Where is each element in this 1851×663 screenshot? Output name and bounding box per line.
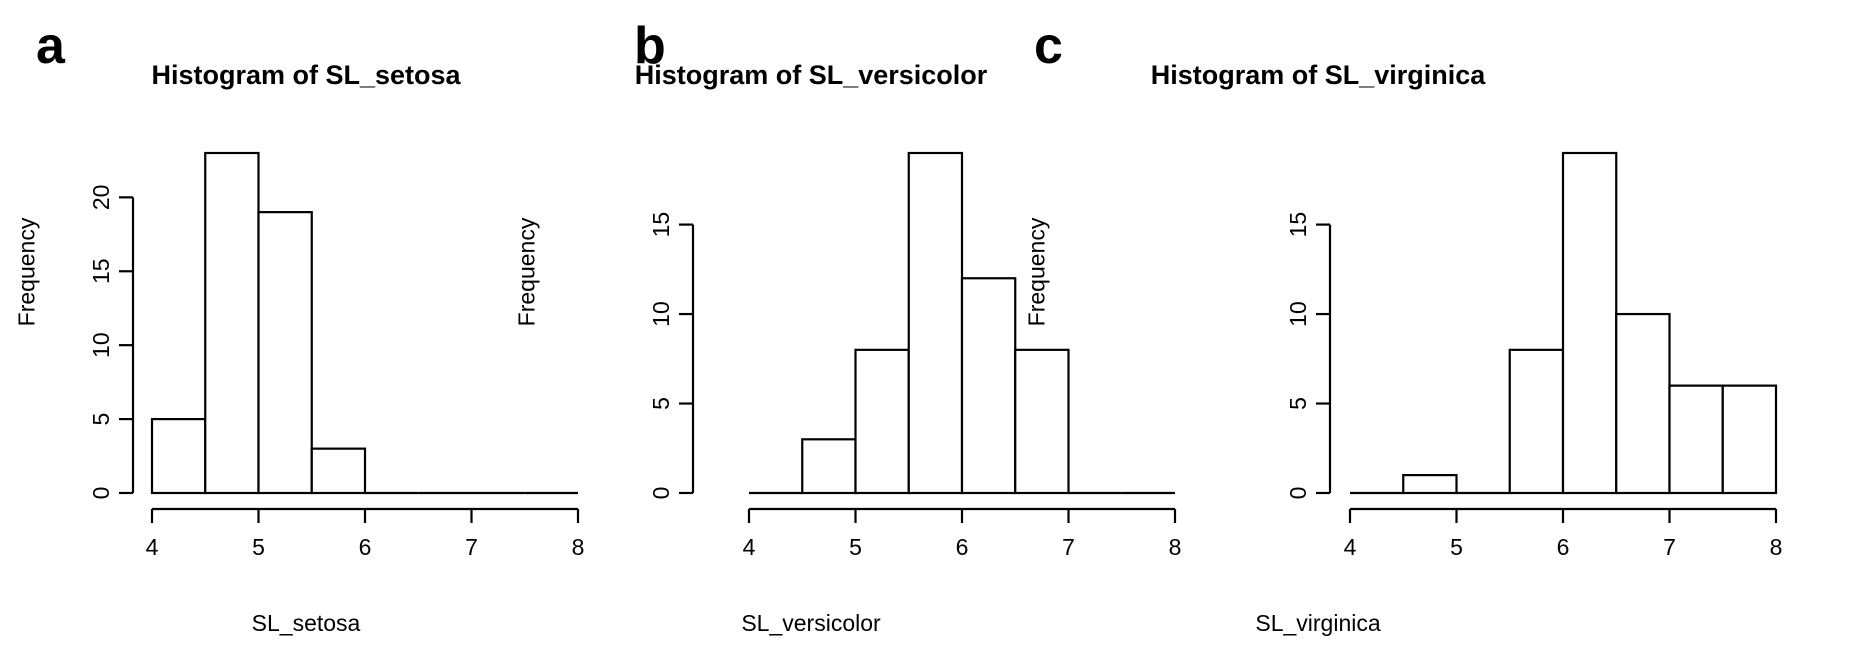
- y-axis-label-b: Frequency: [513, 217, 540, 327]
- bar-b-5: [1014, 348, 1070, 495]
- x-tick-label-a-7: 7: [465, 534, 478, 560]
- chart-title-b: Histogram of SL_versicolor: [634, 60, 988, 90]
- bar-c-6: [1668, 384, 1724, 495]
- histogram-plot-c: 4 5 6 7 8 0 5 10 15: [1285, 151, 1783, 560]
- x-tick-label-c-7: 7: [1663, 534, 1676, 560]
- bar-c-4: [1561, 151, 1618, 495]
- y-tick-label-a-0: 0: [88, 487, 114, 500]
- bar-c-1: [1402, 474, 1458, 495]
- y-tick-label-b-0: 0: [648, 487, 674, 500]
- y-tick-label-c-5: 5: [1285, 397, 1311, 410]
- chart-title-a: Histogram of SL_setosa: [151, 60, 461, 90]
- bar-c-7: [1721, 384, 1778, 495]
- bar-b-1: [801, 438, 857, 495]
- x-tick-label-b-6: 6: [956, 534, 969, 560]
- bar-b-2: [854, 348, 910, 495]
- y-tick-label-b-5: 5: [648, 397, 674, 410]
- x-tick-label-a-8: 8: [572, 534, 585, 560]
- bar-c-5: [1615, 312, 1671, 495]
- x-axis-label-b: SL_versicolor: [741, 610, 881, 636]
- histogram-plot-a: 4 5 6 7 8 0 5 10 15 20: [88, 151, 585, 560]
- y-axis-label-c: Frequency: [1023, 217, 1050, 327]
- x-axis-label-a: SL_setosa: [251, 610, 361, 636]
- panel-letter-b: b: [634, 17, 666, 75]
- x-tick-label-a-4: 4: [146, 534, 159, 560]
- panel-letter-c: c: [1034, 17, 1063, 75]
- x-tick-label-c-8: 8: [1770, 534, 1783, 560]
- bar-c-3: [1508, 348, 1565, 495]
- y-tick-label-c-15: 15: [1285, 212, 1311, 238]
- x-tick-label-b-8: 8: [1169, 534, 1182, 560]
- y-tick-label-a-5: 5: [88, 413, 114, 426]
- y-tick-label-b-15: 15: [648, 212, 674, 238]
- x-tick-label-a-5: 5: [252, 534, 265, 560]
- x-tick-label-a-6: 6: [359, 534, 372, 560]
- x-tick-label-b-7: 7: [1062, 534, 1075, 560]
- x-tick-label-b-4: 4: [743, 534, 756, 560]
- histogram-panel-c: 4 5 6 7 8 0 5 10 15 c Histogram of SL_virginica …: [1024, 0, 1827, 663]
- x-axis-label-c: SL_virginica: [1255, 610, 1381, 636]
- bar-a-3: [310, 447, 367, 495]
- x-tick-label-c-4: 4: [1344, 534, 1357, 560]
- histogram-panel-b: 4 5 6 7 8 0 5 10 15 b Histogram of SL_versicolor…: [514, 0, 1217, 663]
- y-tick-label-c-0: 0: [1285, 487, 1311, 500]
- histogram-plot-b: 4 5 6 7 8 0 5 10 15: [648, 151, 1182, 560]
- panel-letter-a: a: [36, 17, 65, 75]
- histogram-panel-a: 4 5 6 7 8 0 5 10 15 20 a Histogram of SL_setosa S…: [0, 0, 617, 663]
- y-tick-label-a-15: 15: [88, 258, 114, 284]
- x-tick-label-c-5: 5: [1450, 534, 1463, 560]
- x-tick-label-c-6: 6: [1557, 534, 1570, 560]
- chart-title-c: Histogram of SL_virginica: [1150, 60, 1486, 90]
- y-tick-label-b-10: 10: [648, 301, 674, 327]
- bar-b-4: [960, 277, 1017, 495]
- bar-b-3: [907, 151, 964, 495]
- bar-a-0: [150, 417, 207, 495]
- y-tick-label-c-10: 10: [1285, 301, 1311, 327]
- bar-a-2: [257, 211, 313, 495]
- x-tick-label-b-5: 5: [849, 534, 862, 560]
- y-axis-label-a: Frequency: [13, 217, 40, 327]
- y-tick-label-a-10: 10: [88, 332, 114, 358]
- y-tick-label-a-20: 20: [88, 185, 114, 211]
- bar-a-1: [204, 151, 260, 495]
